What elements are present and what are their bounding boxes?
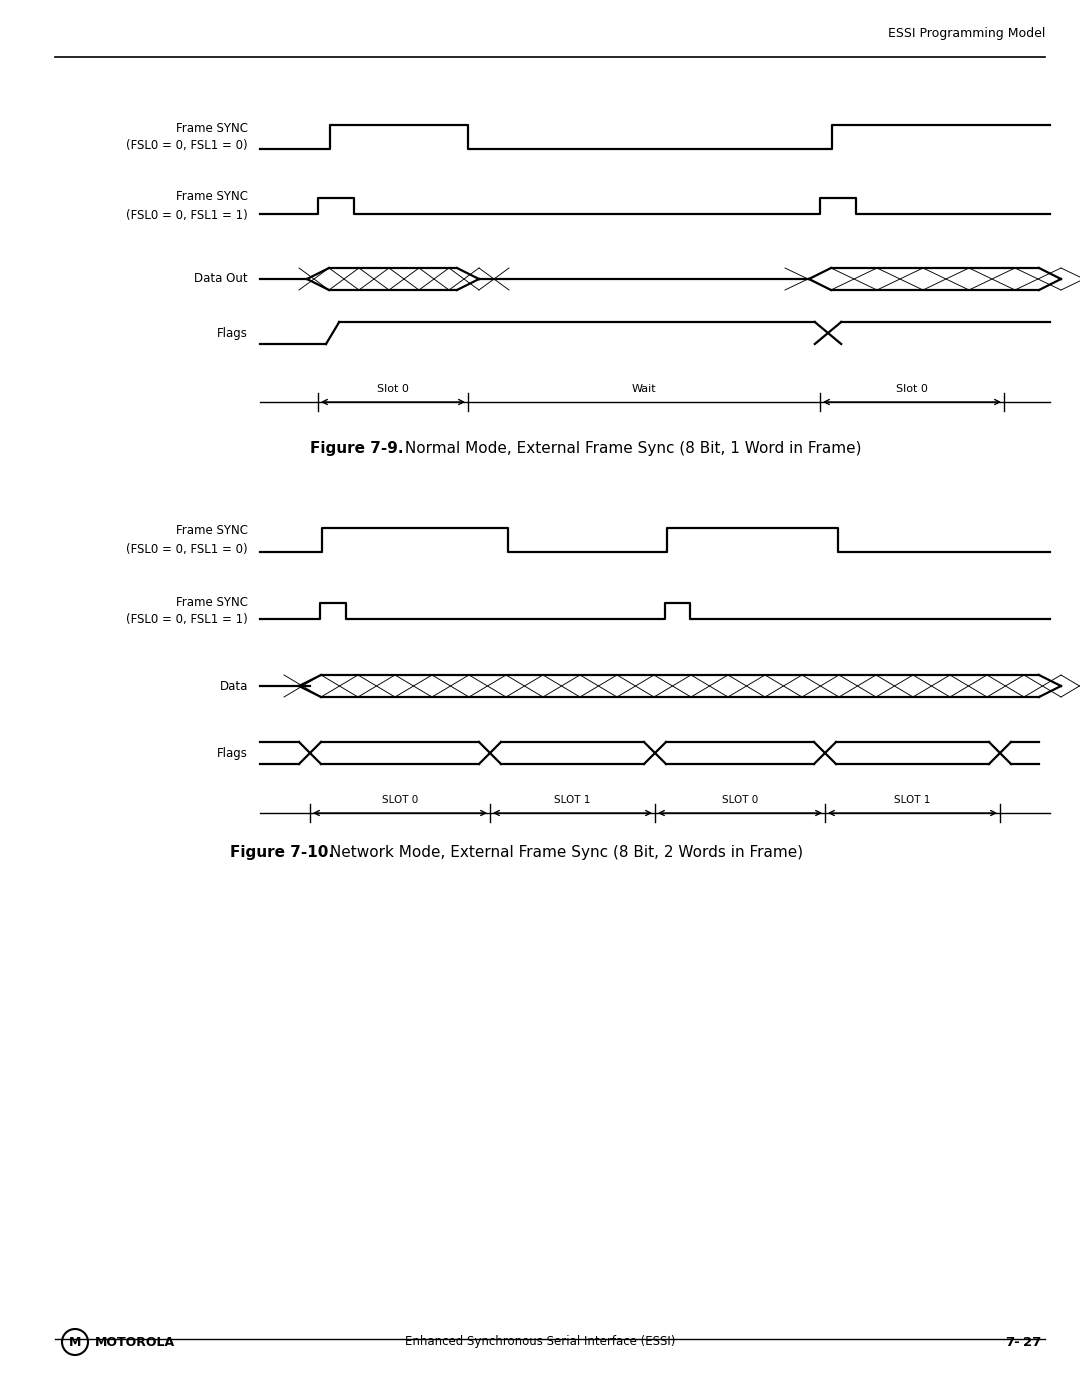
Text: Flags: Flags (217, 746, 248, 760)
Text: Frame SYNC: Frame SYNC (176, 524, 248, 538)
Text: (FSL0 = 0, FSL1 = 1): (FSL0 = 0, FSL1 = 1) (126, 613, 248, 626)
Text: (FSL0 = 0, FSL1 = 0): (FSL0 = 0, FSL1 = 0) (126, 140, 248, 152)
Text: SLOT 0: SLOT 0 (382, 795, 418, 805)
Text: SLOT 1: SLOT 1 (554, 795, 591, 805)
Text: Data: Data (219, 679, 248, 693)
Text: Wait: Wait (632, 384, 657, 394)
Text: Normal Mode, External Frame Sync (8 Bit, 1 Word in Frame): Normal Mode, External Frame Sync (8 Bit,… (400, 441, 862, 457)
Text: Frame SYNC: Frame SYNC (176, 190, 248, 204)
Text: Network Mode, External Frame Sync (8 Bit, 2 Words in Frame): Network Mode, External Frame Sync (8 Bit… (325, 845, 804, 859)
Text: Frame SYNC: Frame SYNC (176, 122, 248, 134)
Text: Data Out: Data Out (194, 272, 248, 285)
Text: ESSI Programming Model: ESSI Programming Model (888, 27, 1045, 41)
Text: Slot 0: Slot 0 (896, 384, 928, 394)
Text: SLOT 1: SLOT 1 (894, 795, 931, 805)
Text: Enhanced Synchronous Serial Interface (ESSI): Enhanced Synchronous Serial Interface (E… (405, 1336, 675, 1348)
Text: Figure 7-10.: Figure 7-10. (230, 845, 334, 859)
Text: Flags: Flags (217, 327, 248, 339)
Text: SLOT 0: SLOT 0 (721, 795, 758, 805)
Text: (FSL0 = 0, FSL1 = 0): (FSL0 = 0, FSL1 = 0) (126, 542, 248, 556)
Text: 27: 27 (1023, 1336, 1041, 1348)
Text: (FSL0 = 0, FSL1 = 1): (FSL0 = 0, FSL1 = 1) (126, 208, 248, 222)
Text: Figure 7-9.: Figure 7-9. (310, 441, 404, 457)
Text: 7-: 7- (1005, 1336, 1020, 1348)
Text: MOTOROLA: MOTOROLA (95, 1336, 175, 1348)
Text: Slot 0: Slot 0 (377, 384, 409, 394)
Text: Frame SYNC: Frame SYNC (176, 595, 248, 609)
Text: M: M (69, 1336, 81, 1348)
